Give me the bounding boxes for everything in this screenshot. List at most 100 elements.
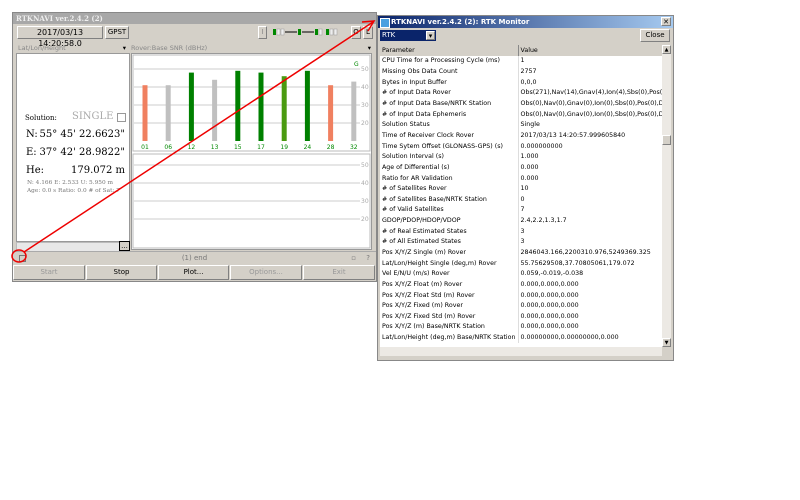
value-cell: 0.00000000,0.00000000,0.000: [520, 334, 619, 342]
window-title: RTKNAVI ver.2.4.2 (2): [13, 13, 376, 24]
column-header-parameter[interactable]: Parameter: [380, 45, 519, 56]
he-label: He:: [26, 165, 45, 176]
dropdown-arrow-icon: ▾: [122, 44, 126, 52]
vertical-scrollbar[interactable]: ▲ ▼: [662, 45, 671, 347]
value-cell: Obs(0),Nav(0),Gnav(0),Ion(0),Sbs(0),Pos(…: [520, 100, 662, 108]
solution-format-value: Lat/Lon/Height: [18, 44, 66, 52]
close-button[interactable]: Close: [640, 29, 670, 42]
value-cell: 0.000,0.000,0.000: [520, 280, 579, 288]
start-button[interactable]: Start: [13, 265, 85, 280]
solution-indicator: [117, 113, 126, 122]
solution-panel: Solution: SINGLE N: 55° 45' 22.6623" E: …: [16, 53, 130, 242]
snr-bar: [328, 85, 334, 141]
parameter-cell: Time of Receiver Clock Rover: [380, 130, 519, 141]
parameter-cell: # of Input Data Base/NRTK Station: [380, 98, 519, 109]
value-cell: 0.000,0.000,0.000: [520, 291, 579, 299]
y-tick-label: 30: [361, 198, 369, 205]
stop-button[interactable]: Stop: [86, 265, 157, 280]
table-row: GDOP/PDOP/HDOP/VDOP 2.4,2.2,1.3,1.7: [380, 215, 662, 226]
value-cell: 0.000,0.000,0.000: [520, 312, 579, 320]
chart-type-value: Rover:Base SNR (dBHz): [131, 44, 208, 52]
scroll-down-icon[interactable]: ▼: [662, 338, 671, 347]
value-cell: 2.4,2.2,1.3,1.7: [520, 217, 567, 225]
table-row: # of Input Data Ephemeris Obs(0),Nav(0),G…: [380, 108, 662, 120]
monitor-title: RTKNAVI ver.2.4.2 (2): RTK Monitor: [391, 18, 530, 26]
help-button[interactable]: ?: [366, 254, 370, 262]
input-stream-button[interactable]: I: [258, 26, 267, 39]
more-button[interactable]: ...: [119, 241, 130, 251]
chart-type-select[interactable]: Rover:Base SNR (dBHz) ▾: [131, 43, 371, 53]
satellite-label: 17: [257, 144, 265, 151]
table-row: # of Valid Satellites 7: [380, 204, 662, 216]
satellite-label: 24: [304, 144, 312, 151]
n-label: N:: [26, 129, 38, 140]
parameter-cell: Solution Status: [380, 119, 519, 131]
parameter-cell: Pos X/Y/Z Float Std (m) Rover: [380, 289, 519, 301]
satellite-label: 19: [280, 144, 288, 151]
close-icon[interactable]: ✕: [661, 17, 671, 26]
parameter-cell: Pos X/Y/Z Fixed (m) Rover: [380, 300, 519, 312]
table-row: Vel E/N/U (m/s) Rover 0.059,-0.019,-0.038: [380, 268, 662, 280]
value-cell: 3: [520, 227, 525, 235]
rtk-monitor-window: RTKNAVI ver.2.4.2 (2): RTK Monitor ✕ RTK…: [377, 15, 674, 361]
panel-icon[interactable]: ▫: [351, 254, 356, 262]
monitor-type-select[interactable]: RTK ▾: [380, 30, 436, 41]
satellite-label: 15: [234, 144, 242, 151]
column-header-value[interactable]: Value: [520, 46, 538, 54]
satellite-label: 13: [211, 144, 219, 151]
snr-bar: [165, 85, 171, 141]
plot-button[interactable]: Plot...: [158, 265, 229, 280]
parameter-cell: Pos X/Y/Z (m) Base/NRTK Station: [380, 321, 519, 333]
parameter-cell: # of Input Data Ephemeris: [380, 108, 519, 120]
table-row: # of Satellites Base/NRTK Station 0: [380, 193, 662, 205]
y-tick-label: 20: [361, 216, 369, 223]
table-row: Bytes in Input Buffer 0,0,0: [380, 76, 662, 88]
snr-bar: [235, 70, 241, 141]
options-button[interactable]: Options...: [230, 265, 302, 280]
parameter-cell: GDOP/PDOP/HDOP/VDOP: [380, 215, 519, 226]
table-row: # of Input Data Base/NRTK Station Obs(0),…: [380, 98, 662, 109]
log-stream-button[interactable]: L: [363, 26, 373, 39]
table-row: Time of Receiver Clock Rover 2017/03/13 1…: [380, 130, 662, 141]
table-row: Lat/Lon/Height Single (deg,m) Rover 55.75…: [380, 257, 662, 269]
solution-format-select[interactable]: Lat/Lon/Height ▾: [18, 43, 126, 53]
y-tick-label: 30: [361, 102, 369, 109]
value-cell: 10: [520, 185, 529, 193]
satellite-label: 06: [164, 144, 172, 151]
exit-button[interactable]: Exit: [303, 265, 375, 280]
time-display: 2017/03/13 14:20:58.0: [17, 26, 103, 48]
value-cell: 2757: [520, 68, 537, 76]
std-dev-stats: N: 4.166 E: 2.533 U: 5.950 m: [27, 180, 113, 186]
parameter-cell: # of All Estimated States: [380, 236, 519, 248]
parameter-cell: Lat/Lon/Height Single (deg,m) Rover: [380, 257, 519, 269]
parameter-cell: # of Satellites Rover: [380, 183, 519, 194]
snr-bar: [188, 72, 194, 141]
time-system-button[interactable]: GPST: [105, 26, 129, 39]
height-value: 179.072 m: [70, 165, 125, 176]
status-message: (1) end: [181, 254, 208, 262]
dropdown-arrow-icon: ▾: [426, 31, 435, 40]
parameter-cell: Time Sytem Offset (GLONASS-GPS) (s): [380, 140, 519, 152]
parameter-cell: # of Valid Satellites: [380, 204, 519, 216]
value-cell: 3: [520, 238, 525, 246]
y-tick-label: 40: [361, 180, 369, 187]
parameter-cell: Vel E/N/U (m/s) Rover: [380, 268, 519, 280]
snr-bar: [304, 70, 310, 141]
table-row: # of Real Estimated States 3: [380, 225, 662, 237]
parameter-cell: # of Real Estimated States: [380, 225, 519, 237]
table-row: CPU Time for a Processing Cycle (ms) 1: [380, 55, 662, 67]
monitor-title-bar: RTKNAVI ver.2.4.2 (2): RTK Monitor ✕: [378, 16, 673, 28]
rtknavi-main-window: RTKNAVI ver.2.4.2 (2) 2017/03/13 14:20:5…: [12, 12, 377, 282]
satellite-label: 12: [188, 144, 196, 151]
snr-bar: [351, 81, 357, 141]
table-row: Pos X/Y/Z Single (m) Rover 2846043.166,22…: [380, 247, 662, 258]
scroll-up-icon[interactable]: ▲: [662, 45, 671, 54]
upper-plot-frame: [132, 54, 371, 152]
scroll-thumb[interactable]: [662, 135, 671, 145]
table-row: # of Satellites Rover 10: [380, 183, 662, 194]
horizontal-scrollbar[interactable]: [380, 347, 662, 356]
solution-label: Solution:: [25, 114, 57, 122]
value-cell: 7: [520, 206, 525, 214]
table-row: Ratio for AR Validation 0.000: [380, 172, 662, 184]
table-row: # of All Estimated States 3: [380, 236, 662, 248]
